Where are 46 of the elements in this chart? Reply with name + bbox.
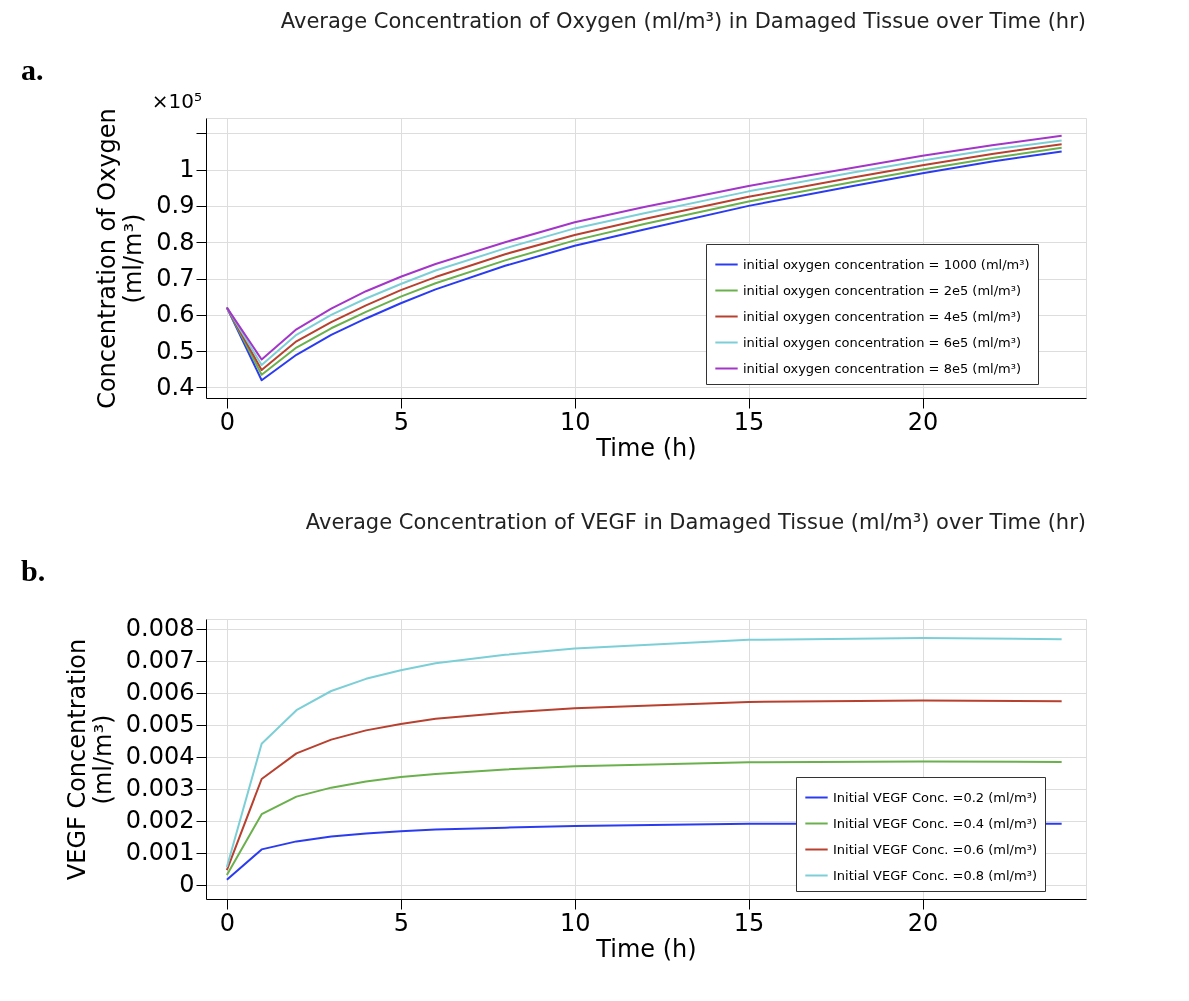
chart-title: Average Concentration of VEGF in Damaged Tissue (ml/m³) over Time (hr)	[305, 510, 1086, 534]
chart-title: Average Concentration of Oxygen (ml/m³) in Damaged Tissue over Time (hr)	[280, 9, 1086, 33]
legend-label: initial oxygen concentration = 1000 (ml/m³)	[743, 256, 1030, 272]
y-tick-label: 0.7	[156, 264, 195, 293]
y-tick-label: 0.4	[156, 372, 195, 401]
x-tick-label: 10	[559, 407, 591, 436]
x-tick-label: 0	[219, 407, 236, 436]
y-tick-label: 0.002	[125, 806, 195, 835]
x-axis-title: Time (h)	[595, 433, 697, 462]
y-tick-label: 0.005	[125, 710, 195, 739]
y-tick-label: 0.5	[156, 336, 195, 365]
y-tick-label: 0	[179, 870, 195, 899]
y-tick-label: 0.004	[125, 742, 195, 771]
text: b.	[21, 554, 46, 587]
line-series	[225, 699, 1063, 872]
x-tick-label: 15	[733, 908, 765, 937]
x-tick-label: 20	[907, 908, 939, 937]
x-tick-label: 15	[733, 407, 765, 436]
x-tick-label: 5	[393, 908, 409, 937]
y-axis-title: Concentration of Oxygen (ml/m³)	[93, 108, 148, 409]
x-tick-label: 20	[907, 407, 939, 436]
legend-label: initial oxygen concentration = 8e5 (ml/m³)	[743, 360, 1021, 376]
y-tick-label: 0.9	[156, 191, 195, 220]
legend-label: Initial VEGF Conc. =0.2 (ml/m³)	[833, 789, 1037, 805]
text: a.	[21, 53, 44, 86]
legend-label: initial oxygen concentration = 4e5 (ml/m³)	[743, 308, 1021, 324]
legend-label: initial oxygen concentration = 2e5 (ml/m³)	[743, 282, 1021, 298]
y-axis-title: VEGF Concentration (ml/m³)	[62, 638, 117, 881]
line-series	[225, 636, 1063, 868]
y-tick-label: 0.007	[125, 646, 195, 675]
y-tick-label: 0.001	[125, 838, 195, 867]
y-tick-label: 0.006	[125, 678, 195, 707]
x-tick-label: 10	[559, 908, 591, 937]
y-tick-label: 0.003	[125, 774, 195, 803]
y-tick-label: 0.6	[156, 300, 195, 329]
legend-label: Initial VEGF Conc. =0.6 (ml/m³)	[833, 841, 1037, 857]
x-tick-label: 5	[393, 407, 409, 436]
legend-label: Initial VEGF Conc. =0.8 (ml/m³)	[833, 867, 1037, 883]
legend-label: initial oxygen concentration = 6e5 (ml/m³)	[743, 334, 1021, 350]
y-tick-label: 0.8	[156, 227, 195, 256]
legend-label: Initial VEGF Conc. =0.4 (ml/m³)	[833, 815, 1037, 831]
x-tick-label: 0	[219, 908, 236, 937]
y-tick-label: 0.008	[125, 614, 195, 643]
x-axis-title: Time (h)	[595, 934, 697, 963]
text: ×10⁵	[151, 89, 202, 113]
y-tick-label: 1	[179, 155, 195, 184]
